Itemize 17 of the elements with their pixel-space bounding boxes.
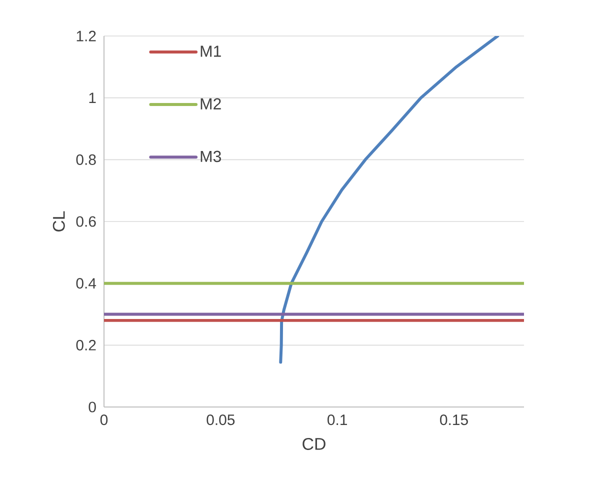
y-tick-label: 0.2 (76, 340, 96, 350)
legend-label: M3 (200, 150, 221, 162)
y-tick-label: 1.2 (76, 30, 96, 42)
x-tick-label: 0.15 (440, 414, 468, 426)
legend-label: M1 (200, 46, 221, 57)
legend-label: M2 (200, 98, 221, 110)
y-tick-label: 1 (89, 92, 96, 103)
x-tick-label: 0.05 (206, 414, 235, 426)
x-tick-label: 0.1 (328, 414, 347, 426)
y-axis-title: CL (52, 211, 65, 232)
x-axis-title: CD (302, 438, 326, 450)
y-tick-label: 0.6 (76, 216, 96, 227)
line-series (279, 36, 500, 364)
x-tick-label: 0 (100, 414, 108, 426)
y-tick-label: 0.8 (76, 154, 96, 165)
y-tick-label: 0 (88, 402, 96, 412)
y-tick-label: 0.4 (76, 278, 96, 289)
